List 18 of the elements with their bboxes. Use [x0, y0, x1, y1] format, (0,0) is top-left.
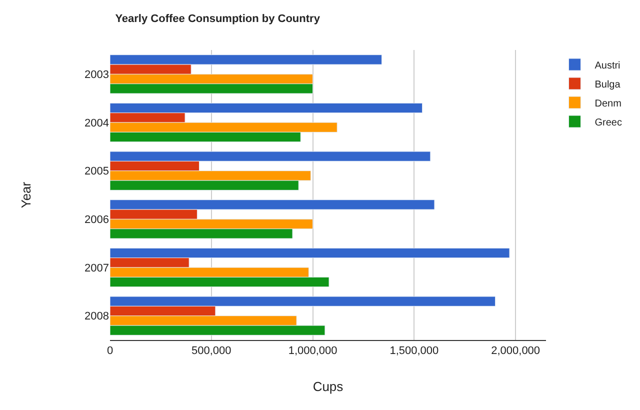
x-tick-label: 500,000: [192, 345, 232, 358]
x-tick-label: 1,500,000: [390, 345, 439, 358]
y-axis-title: Year: [18, 181, 34, 208]
y-tick-label: 2005: [84, 166, 109, 178]
x-tick-label: 1,000,000: [288, 345, 338, 358]
y-tick-label: 2004: [84, 117, 109, 130]
legend-label: Greec: [594, 117, 622, 128]
y-tick-label: 2003: [84, 69, 109, 82]
y-tick-label: 2008: [84, 310, 109, 323]
x-axis-title: Cups: [312, 378, 344, 394]
x-tick-label: 2,000,000: [491, 345, 540, 358]
legend-label: Denm: [594, 98, 622, 110]
legend-label: Austri: [594, 60, 620, 72]
y-tick-label: 2007: [84, 262, 109, 274]
chart-title: Yearly Coffee Consumption by Country: [115, 13, 321, 26]
legend-label: Bulga: [594, 79, 621, 90]
x-tick-label: 0: [106, 345, 114, 358]
y-tick-label: 2006: [84, 214, 109, 226]
